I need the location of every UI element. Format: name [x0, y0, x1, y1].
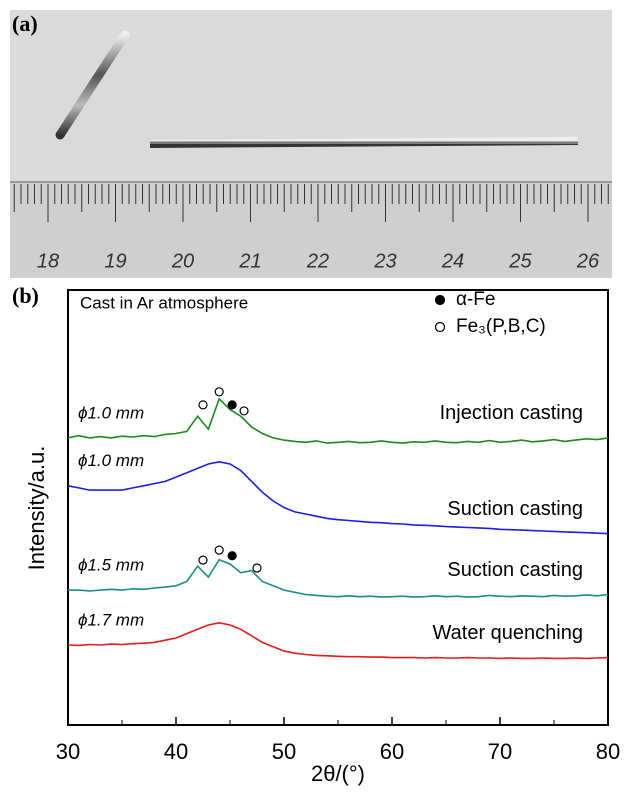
ruler-label: 21 [238, 250, 261, 272]
x-tick-label: 70 [488, 739, 512, 764]
phase-marker [252, 563, 262, 573]
series-line [67, 460, 609, 535]
phase-marker [239, 406, 249, 416]
ruler-label: 23 [373, 250, 396, 272]
ruler-label: 22 [306, 250, 329, 272]
phase-marker [214, 545, 224, 555]
annotation: Cast in Ar atmosphere [80, 293, 248, 312]
panel-label: (a) [12, 11, 38, 36]
phase-marker [227, 551, 237, 561]
phase-marker [198, 555, 208, 565]
legend-label: Fe₃(P,B,C) [456, 316, 546, 337]
phase-marker [198, 400, 208, 410]
ruler-label: 18 [37, 250, 59, 272]
ruler-label: 20 [171, 250, 194, 272]
x-tick-label: 60 [380, 739, 404, 764]
ruler-label: 19 [104, 250, 126, 272]
x-axis-label: 2θ/(°) [311, 761, 365, 786]
series-label: Injection casting [440, 402, 583, 424]
phase-marker [227, 400, 237, 410]
series-label: Suction casting [447, 498, 583, 520]
series-line [68, 558, 609, 598]
x-tick-label: 80 [596, 739, 620, 764]
x-tick-label: 50 [272, 739, 296, 764]
legend-marker [434, 294, 446, 306]
legend-label: α-Fe [456, 289, 495, 310]
size-label: ϕ1.0 mm [78, 451, 144, 470]
x-tick-label: 40 [164, 739, 188, 764]
series-line [67, 621, 609, 660]
ruler-label: 26 [576, 250, 600, 272]
y-axis-label: Intensity/a.u. [24, 446, 49, 571]
panel-label: (b) [12, 283, 39, 308]
size-label: ϕ1.5 mm [78, 556, 144, 575]
rod [149, 137, 579, 148]
legend-marker [434, 321, 446, 333]
x-tick-label: 30 [56, 739, 80, 764]
size-label: ϕ1.0 mm [78, 403, 144, 422]
ruler-label: 24 [441, 250, 464, 272]
size-label: ϕ1.7 mm [78, 610, 144, 629]
series-label: Water quenching [433, 622, 583, 644]
ruler-label: 25 [508, 250, 532, 272]
rod [55, 30, 130, 140]
series-label: Suction casting [447, 559, 583, 581]
phase-marker [214, 387, 224, 397]
series-line [67, 397, 609, 444]
ruler-ticks [13, 184, 609, 222]
